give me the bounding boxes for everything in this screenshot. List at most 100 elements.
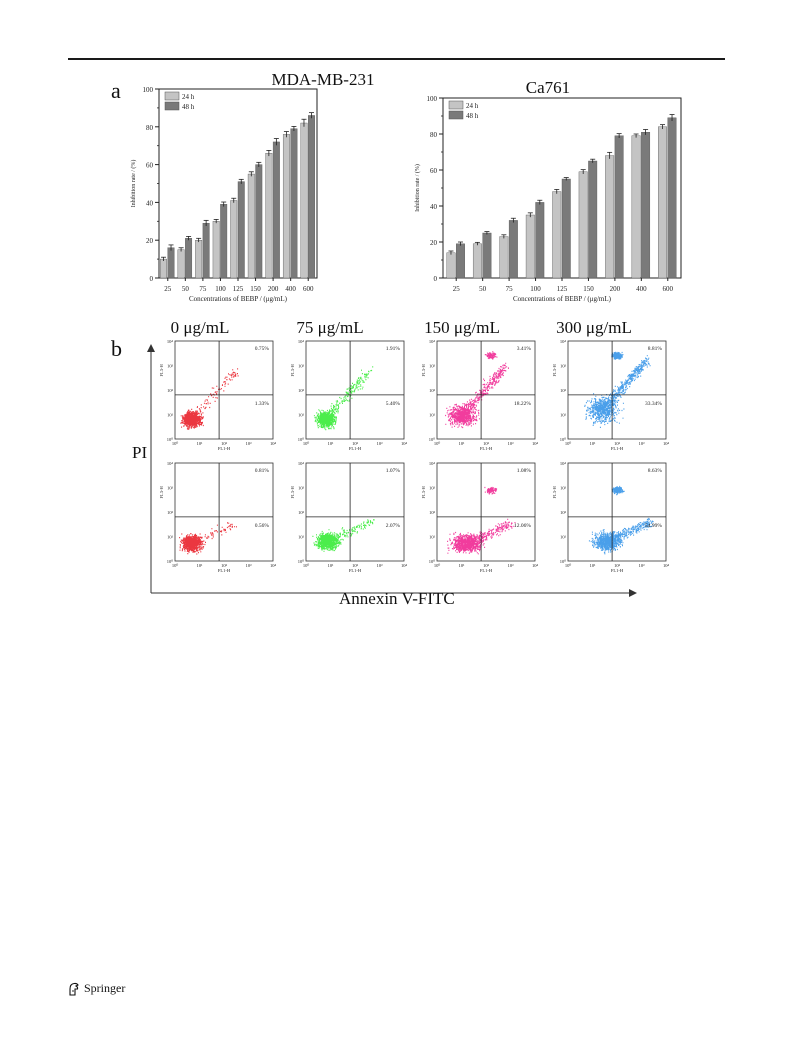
flow-y-tick-label: 10⁴	[429, 461, 436, 466]
flow-y-tick-label: 10⁰	[560, 437, 567, 442]
flow-x-tick-label: 10¹	[197, 441, 204, 446]
flow-plot-frame	[436, 462, 536, 562]
chart-1-y-tick-label: 20	[146, 237, 154, 245]
chart-2-title: Ca761	[525, 78, 571, 97]
flow-x-tick-label: 10⁰	[303, 563, 310, 568]
chart-1-y-axis-label: Inhibition rate / (%)	[130, 160, 137, 208]
flow-scatter-points	[445, 351, 509, 429]
chart-2-legend-label-1: 48 h	[466, 112, 479, 120]
chart-1-legend-label-1: 48 h	[182, 103, 195, 111]
flow-y-tick-label: 10⁴	[167, 461, 174, 466]
flow-col-title-1: 75 μg/mL	[296, 318, 364, 337]
flow-upper-right-percent: 8.63%	[648, 468, 663, 474]
chart-1-x-tick-label: 25	[164, 285, 172, 293]
flow-y-tick-label: 10¹	[560, 535, 567, 540]
chart-2-legend-swatch-1	[448, 110, 464, 120]
flow-y-tick-label: 10³	[429, 486, 436, 491]
flow-y-tick-label: 10¹	[298, 413, 305, 418]
flow-plot-y-label: FL3-H	[159, 364, 164, 377]
flow-x-tick-label: 10²	[483, 441, 490, 446]
springer-horse-icon	[69, 982, 79, 996]
flow-x-tick-label: 10¹	[590, 441, 597, 446]
chart-2-x-tick-label: 25	[453, 285, 461, 293]
flow-y-tick-label: 10⁰	[298, 437, 305, 442]
page-footer: Springer	[68, 981, 125, 996]
flow-plot-x-label: FL1-H	[480, 446, 493, 451]
flow-plot-x-label: FL1-H	[218, 446, 231, 451]
chart-2-x-tick-label: 150	[583, 285, 594, 293]
flow-x-tick-label: 10⁰	[565, 563, 572, 568]
flow-y-tick-label: 10⁴	[429, 339, 436, 344]
chart-2-y-axis-label: Inhibition rate / (%)	[414, 164, 421, 212]
flow-x-tick-label: 10⁰	[172, 563, 179, 568]
flow-y-tick-label: 10³	[429, 364, 436, 369]
flow-x-tick-label: 10¹	[459, 441, 466, 446]
flow-x-tick-label: 10³	[639, 563, 646, 568]
flow-y-tick-label: 10²	[560, 388, 567, 393]
flow-x-tick-label: 10¹	[328, 563, 335, 568]
flow-x-tick-label: 10⁴	[663, 563, 670, 568]
chart-1-y-tick-label: 0	[150, 275, 154, 283]
flow-x-tick-label: 10³	[508, 563, 515, 568]
flow-upper-right-percent: 1.07%	[386, 468, 401, 474]
flow-global-axes	[147, 344, 637, 597]
flow-y-tick-label: 10²	[429, 510, 436, 515]
chart-2-x-tick-label: 125	[557, 285, 568, 293]
publisher-name: Springer	[84, 981, 126, 995]
chart-1-legend-label-0: 24 h	[182, 93, 195, 101]
flow-x-tick-label: 10¹	[459, 563, 466, 568]
flow-y-tick-label: 10⁰	[167, 437, 174, 442]
flow-x-tick-label: 10²	[352, 563, 359, 568]
chart-1-legend-swatch-1	[164, 101, 180, 111]
chart-2-x-tick-label: 50	[479, 285, 487, 293]
flow-upper-right-percent: 1.08%	[517, 468, 532, 474]
flow-y-tick-label: 10²	[298, 510, 305, 515]
chart-1-x-tick-label: 200	[268, 285, 279, 293]
flow-y-tick-label: 10²	[429, 388, 436, 393]
chart-2-y-tick-label: 60	[430, 167, 438, 175]
flow-upper-right-percent: 1.91%	[386, 346, 401, 352]
flow-upper-right-percent: 8.81%	[648, 346, 663, 352]
flow-x-tick-label: 10³	[377, 563, 384, 568]
chart-1-bar-chart: 0 20 40 60 80 100 Inhibition rate / (%) 25 50 75 1…	[130, 86, 318, 303]
flow-plot-x-label: FL1-H	[611, 568, 624, 573]
chart-1-y-tick-label: 100	[143, 86, 154, 94]
flow-x-tick-label: 10⁴	[401, 441, 408, 446]
flow-lower-right-percent: 12.06%	[514, 523, 531, 529]
flow-upper-right-percent: 0.81%	[255, 468, 270, 474]
chart-1-x-tick-label: 600	[303, 285, 314, 293]
flow-y-tick-label: 10¹	[167, 413, 174, 418]
flow-plot-x-label: FL1-H	[349, 568, 362, 573]
chart-2-x-axis-label: Concentrations of BEBP / (μg/mL)	[513, 295, 612, 303]
flow-y-tick-label: 10⁴	[167, 339, 174, 344]
flow-x-tick-label: 10²	[221, 563, 228, 568]
flow-y-tick-label: 10⁰	[429, 437, 436, 442]
flow-lower-right-percent: 18.22%	[514, 401, 531, 407]
chart-2-y-tick-label: 80	[430, 131, 438, 139]
flow-x-tick-label: 10⁴	[401, 563, 408, 568]
flow-plot-y-label: FL3-H	[421, 364, 426, 377]
flow-x-tick-label: 10¹	[328, 441, 335, 446]
flow-x-tick-label: 10³	[246, 441, 253, 446]
chart-2-x-tick-label: 75	[506, 285, 513, 293]
flow-x-tick-label: 10³	[639, 441, 646, 446]
flow-plot-x-label: FL1-H	[611, 446, 624, 451]
flow-y-tick-label: 10⁰	[560, 559, 567, 564]
chart-2-bar-chart: 0 20 40 60 80 100 Inhibition rate / (%) 25 50 75 1…	[414, 95, 682, 303]
chart-1-x-tick-label: 100	[215, 285, 226, 293]
flow-y-tick-label: 10⁴	[560, 339, 567, 344]
flow-x-tick-label: 10⁰	[303, 441, 310, 446]
flow-y-tick-label: 10¹	[560, 413, 567, 418]
flow-y-tick-label: 10²	[298, 388, 305, 393]
flow-lower-right-percent: 1.33%	[255, 401, 270, 407]
flow-x-tick-label: 10³	[377, 441, 384, 446]
flow-y-tick-label: 10⁰	[298, 559, 305, 564]
chart-1-x-tick-label: 400	[285, 285, 296, 293]
flow-y-tick-label: 10¹	[298, 535, 305, 540]
flow-lower-right-percent: 33.34%	[645, 401, 662, 407]
flow-scatter-points	[588, 485, 654, 555]
